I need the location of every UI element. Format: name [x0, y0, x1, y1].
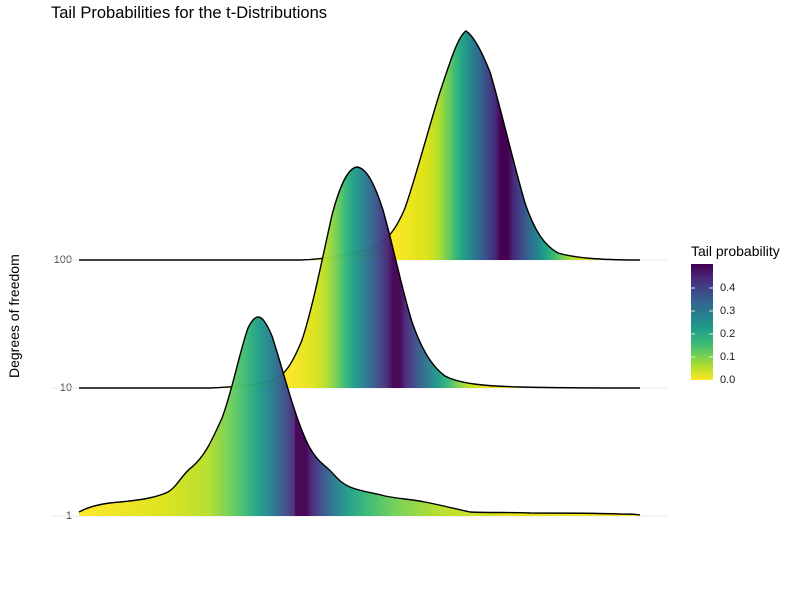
legend-label-0-2: 0.2 — [720, 328, 736, 340]
legend-label-0-4: 0.4 — [720, 282, 736, 294]
legend-label-0-3: 0.3 — [720, 305, 736, 317]
legend-label-0-0: 0.0 — [720, 374, 736, 386]
ridge-df-1 — [78, 316, 641, 516]
legend-colorbar — [691, 264, 713, 380]
ridge-df-10 — [79, 166, 641, 389]
legend-label-0-1: 0.1 — [720, 351, 736, 363]
legend-title: Tail probability — [691, 243, 780, 259]
chart-title: Tail Probabilities for the t-Distributio… — [51, 4, 328, 22]
